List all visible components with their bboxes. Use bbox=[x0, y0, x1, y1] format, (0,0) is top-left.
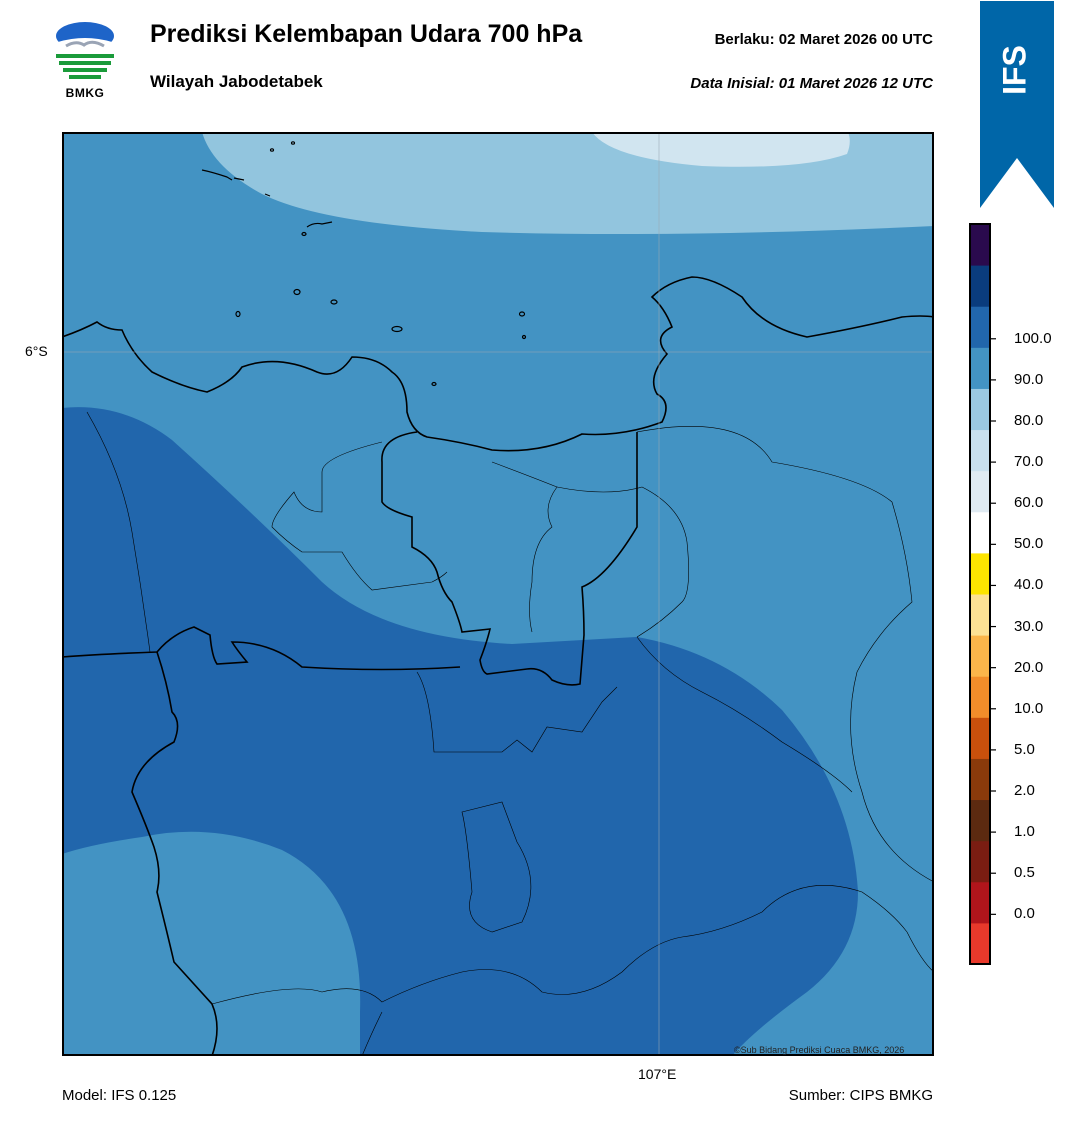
colorbar-tick-label: 50.0 bbox=[1014, 535, 1044, 553]
colorbar-segment bbox=[970, 306, 990, 348]
map-credit: ©Sub Bidang Prediksi Cuaca BMKG, 2026 bbox=[734, 1045, 905, 1055]
colorbar-segment bbox=[970, 676, 990, 718]
colorbar-segment bbox=[970, 594, 990, 636]
colorbar-segment bbox=[970, 265, 990, 307]
humidity-map bbox=[62, 132, 934, 1056]
colorbar-segment bbox=[970, 388, 990, 431]
map-frame bbox=[62, 132, 934, 1056]
colorbar-tick-label: 5.0 bbox=[1014, 740, 1035, 758]
colorbar-tick-label: 10.0 bbox=[1014, 699, 1044, 717]
colorbar-tick-label: 90.0 bbox=[1014, 370, 1044, 388]
colorbar-segment bbox=[970, 922, 990, 965]
bmkg-logo-icon bbox=[52, 20, 118, 102]
colorbar-segment bbox=[970, 511, 990, 554]
longitude-label: 107°E bbox=[638, 1066, 677, 1082]
colorbar-segment bbox=[970, 717, 990, 759]
colorbar-labels: 0.0 0.5 1.0 2.0 5.0 10.0 20.0 30.0 40.0 50.0 60.0 7… bbox=[1010, 222, 1080, 966]
model-label: Model: IFS 0.125 bbox=[62, 1087, 177, 1104]
initial-time: Data Inisial: 01 Maret 2026 12 UTC bbox=[690, 75, 933, 92]
colorbar-tick-label: 80.0 bbox=[1014, 412, 1044, 429]
valid-time: Berlaku: 02 Maret 2026 00 UTC bbox=[714, 31, 933, 48]
map-subtitle: Wilayah Jabodetabek bbox=[150, 72, 323, 91]
colorbar-segment bbox=[970, 347, 990, 389]
ifs-text: IFS bbox=[996, 45, 1032, 95]
latitude-label: 6°S bbox=[25, 343, 48, 359]
colorbar bbox=[969, 223, 996, 965]
colorbar-segment bbox=[970, 552, 990, 595]
colorbar-tick-label: 60.0 bbox=[1014, 494, 1044, 512]
colorbar-segment bbox=[970, 758, 990, 801]
colorbar-segment bbox=[970, 224, 990, 266]
colorbar-tick-label: 30.0 bbox=[1014, 617, 1044, 635]
colorbar-segment bbox=[970, 799, 990, 842]
map-title: Prediksi Kelembapan Udara 700 hPa bbox=[150, 20, 583, 48]
colorbar-tick-label: 100.0 bbox=[1014, 329, 1052, 347]
colorbar-segment bbox=[970, 840, 990, 883]
colorbar-tick-label: 40.0 bbox=[1014, 576, 1044, 594]
colorbar-tick-label: 2.0 bbox=[1014, 782, 1035, 799]
humidity-50-60-area bbox=[592, 132, 850, 167]
regency-borders bbox=[86, 411, 934, 1056]
colorbar-tick-label: 1.0 bbox=[1014, 823, 1035, 841]
province-borders bbox=[62, 276, 934, 1056]
colorbar-tick-label: 0.5 bbox=[1014, 864, 1035, 882]
colorbar-tick-label: 70.0 bbox=[1014, 453, 1044, 471]
colorbar-frame bbox=[969, 223, 991, 965]
colorbar-segment bbox=[970, 429, 990, 472]
small-islands bbox=[201, 141, 527, 387]
colorbar-tick-label: 20.0 bbox=[1014, 658, 1044, 676]
colorbar-segment bbox=[970, 881, 990, 924]
colorbar-segment bbox=[970, 470, 990, 513]
ifs-banner bbox=[980, 1, 1054, 208]
source-label: Sumber: CIPS BMKG bbox=[788, 1087, 933, 1104]
colorbar-tick-label: 0.0 bbox=[1014, 905, 1035, 923]
colorbar-segment bbox=[970, 635, 990, 677]
ifs-banner-text: IFS bbox=[980, 30, 1054, 110]
logo-text: BMKG bbox=[65, 86, 105, 100]
